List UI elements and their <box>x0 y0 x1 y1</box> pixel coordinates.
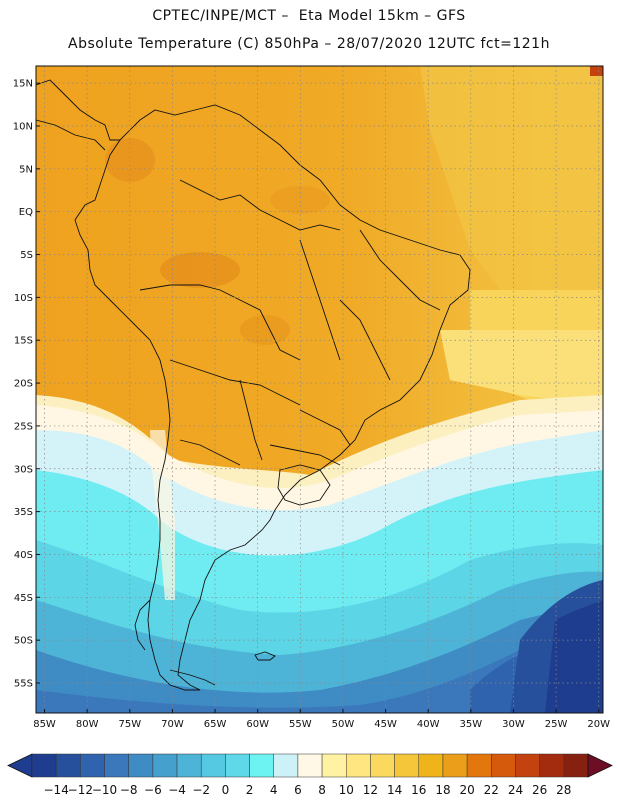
map-subtitle: Absolute Temperature (C) 850hPa – 28/07/… <box>68 36 550 52</box>
colorbar-label: 8 <box>318 783 326 797</box>
lat-tick-label: 30S <box>14 464 33 475</box>
colorbar-swatch <box>31 753 57 778</box>
colorbar-swatch <box>491 753 516 778</box>
colorbar-label: −12 <box>68 783 93 797</box>
colorbar-swatch <box>442 753 468 778</box>
colorbar-label: 4 <box>270 783 278 797</box>
lon-tick-label: 75W <box>118 719 141 730</box>
colorbar-swatch <box>55 753 81 778</box>
colorbar-swatch <box>152 753 178 778</box>
colorbar-swatch <box>297 753 323 778</box>
colorbar-label: −10 <box>92 783 117 797</box>
colorbar <box>7 753 613 778</box>
colorbar-label: 20 <box>459 783 474 797</box>
colorbar-label: 28 <box>556 783 571 797</box>
lat-tick-label: EQ <box>19 207 33 218</box>
lat-tick-label: 10N <box>13 121 33 132</box>
lat-tick-label: 5S <box>20 250 33 261</box>
colorbar-label: 14 <box>387 783 402 797</box>
lat-tick-label: 50S <box>14 636 33 647</box>
coastline <box>36 79 471 691</box>
lon-tick-label: 30W <box>502 719 525 730</box>
colorbar-label: 26 <box>532 783 547 797</box>
colorbar-swatch <box>394 753 420 778</box>
colorbar-labels: −14−12−10 −8 −6 −4 −2 0 2 4 6 8 10 12 14 16 18 20 22 24 26… <box>44 783 572 797</box>
colorbar-underflow-triangle <box>7 753 33 778</box>
longitude-labels: 85W 80W 75W 70W 65W 60W 55W 50W 45W 40W 35W 30W 25W 2… <box>33 719 610 730</box>
colorbar-label: 24 <box>508 783 523 797</box>
colorbar-swatch <box>104 753 129 778</box>
colorbar-swatch <box>176 753 202 778</box>
lon-tick-label: 45W <box>374 719 397 730</box>
lon-tick-label: 65W <box>204 719 227 730</box>
lon-tick-label: 70W <box>161 719 184 730</box>
plot-frame <box>35 65 604 714</box>
lon-tick-label: 50W <box>332 719 355 730</box>
colorbar-swatch <box>128 753 154 778</box>
lat-tick-label: 20S <box>14 379 33 390</box>
colorbar-overflow-triangle <box>587 753 613 778</box>
colorbar-label: −2 <box>192 783 210 797</box>
colorbar-swatch <box>466 753 492 778</box>
lon-tick-label: 60W <box>246 719 269 730</box>
colorbar-label: 12 <box>363 783 378 797</box>
lat-tick-label: 10S <box>14 293 33 304</box>
colorbar-swatch <box>539 753 565 778</box>
lat-tick-label: 55S <box>14 679 33 690</box>
colorbar-swatch <box>273 753 299 778</box>
colorbar-swatch <box>321 753 347 778</box>
colorbar-swatch <box>249 753 274 778</box>
colorbar-label: −14 <box>44 783 69 797</box>
colorbar-swatch <box>418 753 444 778</box>
colorbar-swatch <box>200 753 226 778</box>
lat-tick-label: 5N <box>19 164 33 175</box>
colorbar-swatch <box>370 753 395 778</box>
lon-tick-label: 35W <box>460 719 483 730</box>
lon-tick-label: 20W <box>587 719 610 730</box>
colorbar-label: −8 <box>120 783 138 797</box>
lat-tick-label: 15S <box>14 336 33 347</box>
colorbar-label: 10 <box>339 783 354 797</box>
temperature-field <box>36 66 603 713</box>
lat-tick-label: 15N <box>13 79 33 90</box>
lon-tick-label: 80W <box>76 719 99 730</box>
lon-tick-label: 25W <box>545 719 568 730</box>
lat-tick-label: 45S <box>14 593 33 604</box>
lat-tick-label: 25S <box>14 421 33 432</box>
grid-lines <box>36 66 603 713</box>
colorbar-swatch <box>346 753 371 778</box>
colorbar-label: 6 <box>294 783 302 797</box>
map-title: CPTEC/INPE/MCT – Eta Model 15km – GFS <box>152 8 466 24</box>
colorbar-label: 16 <box>411 783 426 797</box>
lon-tick-label: 85W <box>33 719 56 730</box>
colorbar-swatch <box>563 753 589 778</box>
lon-tick-label: 55W <box>289 719 312 730</box>
colorbar-label: 18 <box>435 783 450 797</box>
lon-tick-label: 40W <box>417 719 440 730</box>
colorbar-label: −4 <box>168 783 186 797</box>
colorbar-label: 0 <box>222 783 230 797</box>
colorbar-label: 2 <box>246 783 254 797</box>
lat-tick-label: 40S <box>14 550 33 561</box>
lat-tick-label: 35S <box>14 507 33 518</box>
colorbar-label: −6 <box>144 783 162 797</box>
latitude-labels: 15N 10N 5N EQ 5S 10S 15S 20S 25S 30S 35S 40S 45S 50S 5… <box>13 79 33 690</box>
colorbar-label: 22 <box>484 783 499 797</box>
colorbar-swatch <box>225 753 250 778</box>
colorbar-swatch <box>80 753 105 778</box>
colorbar-swatch <box>515 753 540 778</box>
